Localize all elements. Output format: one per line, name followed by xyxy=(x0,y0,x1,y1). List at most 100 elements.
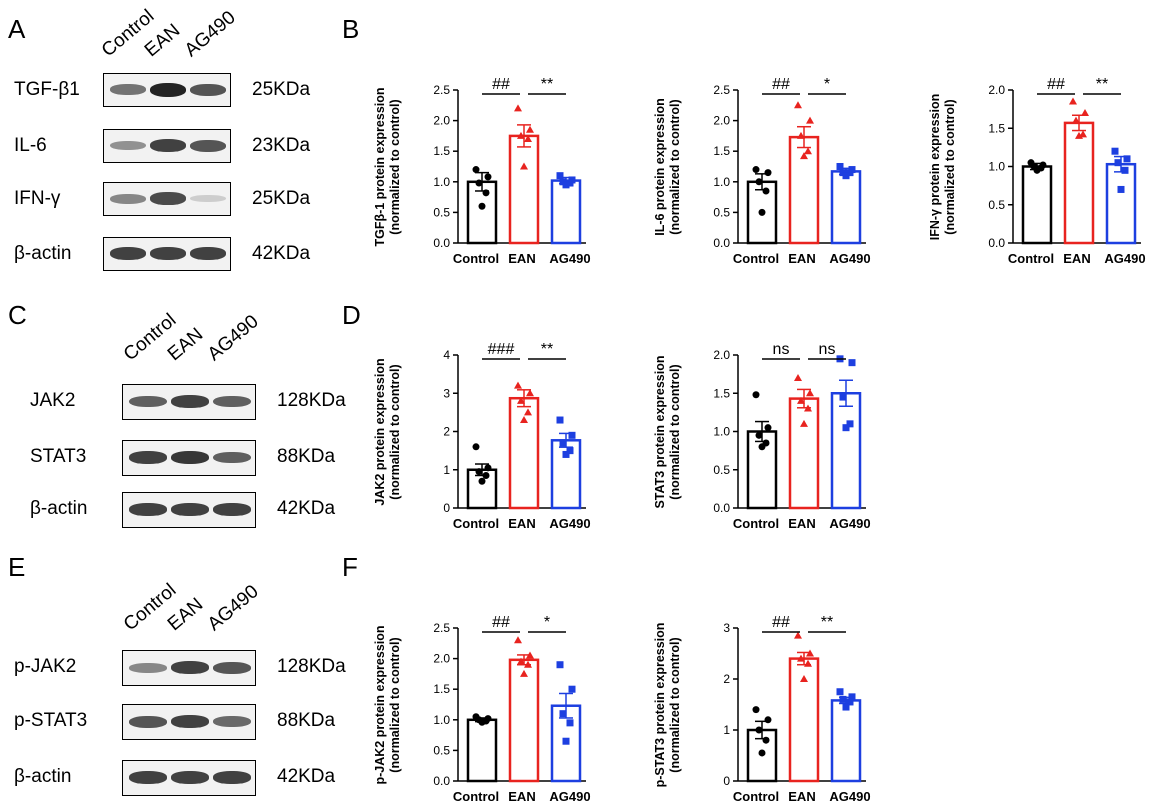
blot-band xyxy=(129,451,167,464)
y-tick-label: 3 xyxy=(443,386,450,400)
x-category-label: Control xyxy=(453,251,499,266)
data-point xyxy=(566,179,574,187)
blot-band xyxy=(129,662,167,673)
y-tick-label: 0.0 xyxy=(713,501,730,515)
significance-label: ** xyxy=(541,341,553,358)
y-tick-label: 0.5 xyxy=(433,743,450,757)
blot-row-label: JAK2 xyxy=(30,390,76,411)
blot-row-label: IFN-γ xyxy=(14,188,61,209)
data-point xyxy=(568,431,576,439)
data-point xyxy=(804,147,812,155)
data-point xyxy=(752,391,760,399)
x-category-label: EAN xyxy=(1063,251,1090,266)
y-tick-label: 1.5 xyxy=(713,144,730,158)
x-category-label: Control xyxy=(453,789,499,804)
data-point xyxy=(842,172,850,180)
data-point xyxy=(762,187,770,195)
data-point xyxy=(556,172,564,180)
data-point xyxy=(472,443,480,451)
bar-ean xyxy=(1063,121,1095,245)
bar-ag490 xyxy=(830,699,862,783)
y-tick-label: 1.0 xyxy=(433,713,450,727)
bar-ag490 xyxy=(550,179,582,245)
lane-header-ag490: AG490 xyxy=(203,581,263,636)
significance-label: ## xyxy=(772,614,790,631)
data-point xyxy=(848,359,856,367)
blot-band xyxy=(171,715,209,728)
data-point xyxy=(797,396,805,404)
data-point xyxy=(556,661,564,669)
x-category-label: AG490 xyxy=(829,789,870,804)
blot-row-label: STAT3 xyxy=(30,446,87,467)
data-point xyxy=(566,447,574,455)
y-tick-label: 1.5 xyxy=(988,121,1005,135)
y-tick-label: 2.0 xyxy=(988,83,1005,97)
y-tick-label: 0 xyxy=(443,501,450,515)
blot-band xyxy=(213,661,251,674)
y-tick-label: 1.0 xyxy=(433,175,450,189)
bar-ag490 xyxy=(550,439,582,510)
blot-row-label: p-STAT3 xyxy=(14,710,88,731)
blot-band xyxy=(129,395,167,408)
blot-band xyxy=(110,84,146,95)
data-point xyxy=(562,181,570,189)
data-point xyxy=(846,420,854,428)
blot-band xyxy=(190,194,226,203)
blot-band xyxy=(150,82,186,97)
data-point xyxy=(764,716,772,724)
blot-row-label: β-actin xyxy=(14,243,72,264)
blot-band xyxy=(150,139,186,152)
bar-control xyxy=(746,430,778,510)
data-point xyxy=(475,179,483,187)
y-tick-label: 1.0 xyxy=(988,160,1005,174)
data-point xyxy=(482,471,490,479)
data-point xyxy=(800,152,808,160)
bar-chart-svg: 0 1 2 3 4 Control EAN AG490 ### ** xyxy=(443,341,590,531)
data-point xyxy=(836,688,844,696)
y-tick-label: 2.5 xyxy=(713,83,730,97)
data-point xyxy=(1072,116,1080,124)
x-category-label: Control xyxy=(453,516,499,531)
blot-band xyxy=(150,192,186,205)
data-point xyxy=(758,749,766,757)
data-point xyxy=(1121,166,1129,174)
data-point xyxy=(524,408,532,416)
blot-band xyxy=(129,771,167,784)
data-point xyxy=(524,134,532,142)
y-tick-label: 1.0 xyxy=(713,175,730,189)
bar-ean xyxy=(508,396,540,510)
blot-strip xyxy=(122,492,256,528)
blot-row-size: 42KDa xyxy=(277,766,336,787)
bar-chart-svg: 0 1 2 3 Control EAN AG490 ## ** xyxy=(723,614,870,804)
blot-row-label: β-actin xyxy=(30,498,88,519)
blot-row-size: 128KDa xyxy=(277,390,346,411)
x-category-label: Control xyxy=(733,516,779,531)
data-point xyxy=(1123,155,1131,163)
data-point xyxy=(758,208,766,216)
blot-row-size: 42KDa xyxy=(277,498,336,519)
data-point xyxy=(764,424,772,432)
significance-label: ns xyxy=(773,341,790,358)
data-point xyxy=(752,166,760,174)
data-point xyxy=(514,381,522,389)
bar-chart-svg: 0.0 0.5 1.0 1.5 2.0 2.5 Control EAN AG490 ## * xyxy=(433,614,590,804)
blot-strip xyxy=(122,384,256,420)
data-point xyxy=(842,703,850,711)
y-tick-label: 0.5 xyxy=(713,205,730,219)
blot-band xyxy=(171,395,209,408)
chart-ifng-expression: IFN-γ protein expression (normalized to c… xyxy=(928,70,1165,270)
blot-strip xyxy=(103,129,231,163)
data-point xyxy=(800,675,808,682)
blot-strip xyxy=(103,237,231,271)
data-point xyxy=(517,657,525,665)
significance-label: * xyxy=(824,76,830,93)
y-tick-label: 2.0 xyxy=(713,114,730,128)
blot-band xyxy=(171,450,209,465)
y-tick-label: 0.0 xyxy=(433,774,450,788)
data-point xyxy=(846,698,854,706)
bar-chart-svg: 0.0 0.5 1.0 1.5 2.0 2.5 Control EAN AG490 ## * xyxy=(713,76,870,266)
blot-strip xyxy=(103,73,231,107)
blot-band xyxy=(190,83,226,96)
data-point xyxy=(514,636,522,644)
x-category-label: Control xyxy=(733,789,779,804)
